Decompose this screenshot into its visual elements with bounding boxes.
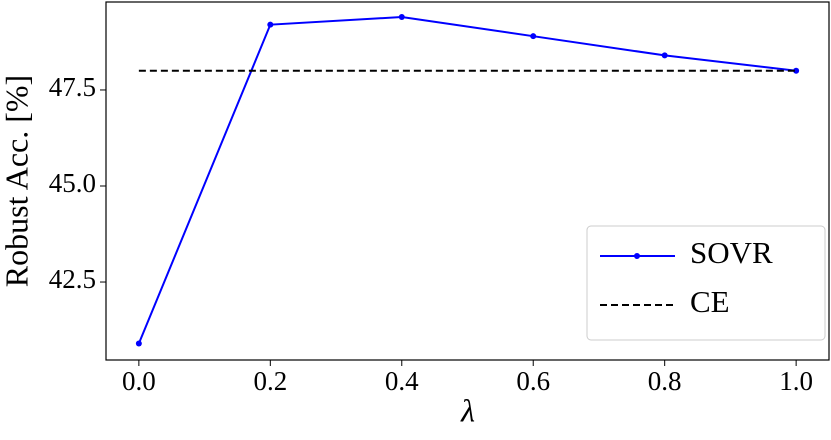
point bbox=[530, 33, 537, 40]
point bbox=[661, 52, 668, 59]
y-tick-label: 47.5 bbox=[49, 72, 96, 102]
point bbox=[793, 67, 800, 74]
x-tick-label: 0.0 bbox=[122, 366, 156, 396]
series-line bbox=[137, 15, 797, 344]
legend-marker bbox=[634, 253, 640, 259]
y-tick-label: 42.5 bbox=[49, 264, 96, 294]
point bbox=[267, 21, 274, 28]
point bbox=[135, 340, 142, 347]
x-tick-label: 0.4 bbox=[385, 366, 419, 396]
y-tick-label: 45.0 bbox=[49, 168, 96, 198]
y-axis-label: Robust Acc. [%] bbox=[0, 75, 34, 287]
x-tick-label: 0.8 bbox=[648, 366, 682, 396]
point bbox=[398, 13, 405, 20]
legend-label: SOVR bbox=[690, 235, 773, 270]
x-tick-label: 0.2 bbox=[253, 366, 287, 396]
legend-label: CE bbox=[690, 284, 730, 319]
x-tick-label: 0.6 bbox=[516, 366, 550, 396]
x-tick-label: 1.0 bbox=[779, 366, 813, 396]
x-axis-label: λ bbox=[460, 392, 475, 428]
legend-box bbox=[586, 225, 826, 341]
plot-frame bbox=[105, 1, 830, 361]
